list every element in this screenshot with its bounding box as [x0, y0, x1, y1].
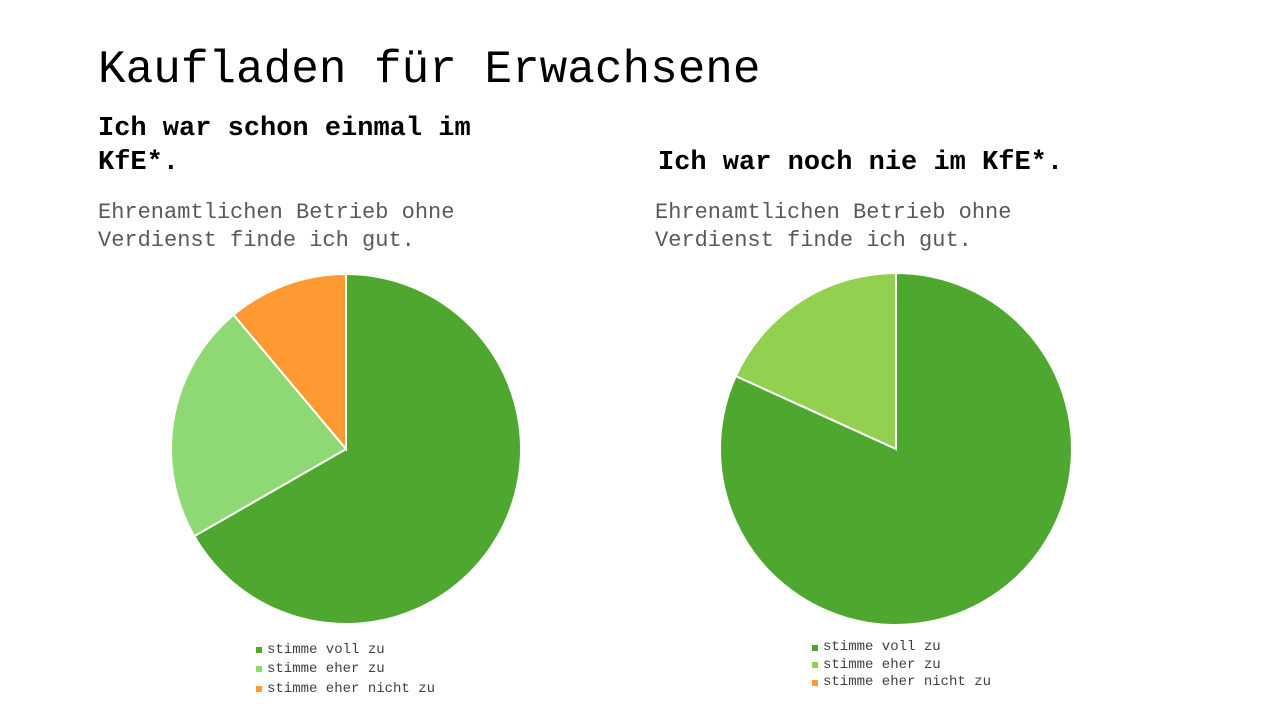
legend-label: stimme voll zu [823, 639, 941, 655]
legend-item: stimme eher zu [256, 660, 435, 680]
chart-2-subtitle: Ehrenamtlichen Betrieb ohne Verdienst fi… [655, 200, 1012, 253]
legend-swatch [812, 662, 818, 669]
chart-1-subtitle: Ehrenamtlichen Betrieb ohne Verdienst fi… [98, 200, 455, 253]
legend-swatch [256, 646, 262, 653]
chart-2-legend: stimme voll zu stimme eher zu stimme eher … [812, 639, 991, 692]
legend-label: stimme eher nicht zu [823, 674, 992, 690]
legend-item: stimme voll zu [812, 639, 991, 657]
legend-swatch [256, 666, 262, 673]
legend-item: stimme eher zu [812, 657, 991, 675]
pie-slice-stimme-eher-nicht-zu [232, 272, 347, 452]
pie-slice-stimme-eher-zu [170, 313, 348, 538]
legend-label: stimme eher zu [267, 661, 385, 678]
legend-swatch [812, 679, 818, 686]
pie-slice-stimme-eher-zu [734, 271, 897, 451]
legend-item: stimme voll zu [256, 640, 435, 660]
chart-1-pie [170, 272, 522, 625]
chart-1-legend: stimme voll zu stimme eher zu stimme eher … [256, 640, 435, 699]
chart-1-title: Ich war schon einmal im KfE*. [98, 114, 471, 178]
chart-2-pie [719, 271, 1073, 626]
legend-label: stimme voll zu [267, 641, 385, 658]
legend-label: stimme eher nicht zu [267, 680, 436, 697]
legend-item: stimme eher nicht zu [812, 674, 991, 692]
chart-2-title: Ich war noch nie im KfE*. [658, 148, 1064, 178]
legend-item: stimme eher nicht zu [256, 679, 435, 699]
legend-label: stimme eher zu [823, 656, 941, 673]
slide-title: Kaufladen für Erwachsene [98, 44, 761, 96]
pie-slice-stimme-voll-zu [192, 272, 522, 625]
legend-swatch [256, 685, 262, 692]
legend-swatch [812, 644, 818, 651]
